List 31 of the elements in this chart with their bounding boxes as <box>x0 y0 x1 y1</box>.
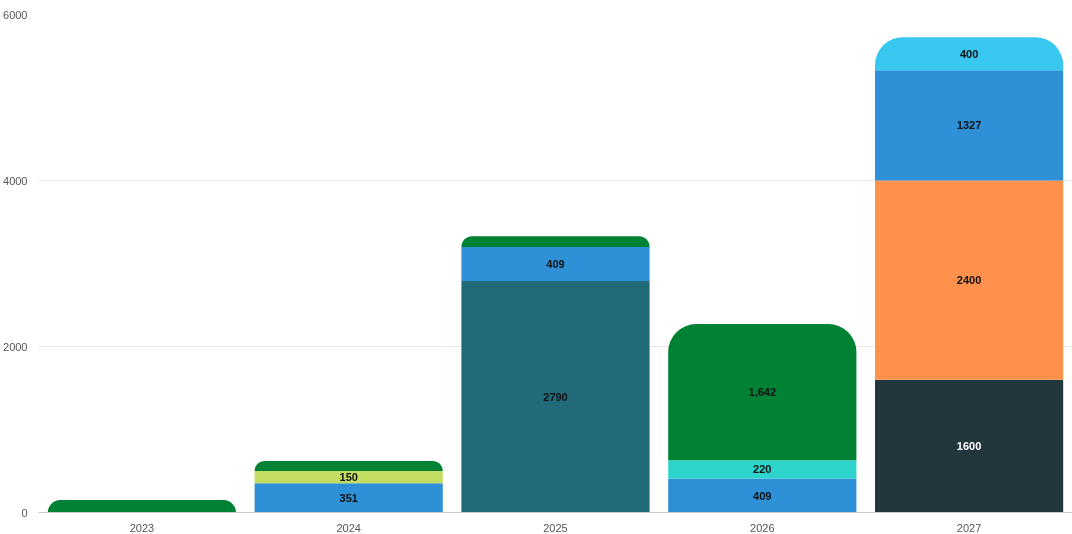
bar <box>668 324 857 461</box>
data-label: 150 <box>339 471 358 484</box>
data-label: 351 <box>339 491 358 504</box>
data-label: 2790 <box>543 390 568 403</box>
bar <box>254 483 443 513</box>
data-label: 220 <box>753 463 772 476</box>
bar <box>875 37 1064 71</box>
bar <box>875 379 1064 513</box>
bar <box>875 180 1064 380</box>
y-tick-label: 4000 <box>3 174 28 187</box>
data-label: 1600 <box>956 440 982 453</box>
data-label: 409 <box>753 489 772 502</box>
x-tick-label: 2027 <box>956 521 982 534</box>
x-tick-label: 2023 <box>129 521 155 534</box>
bar <box>668 460 857 479</box>
y-tick-label: 2000 <box>3 340 28 353</box>
x-tick-label: 2026 <box>750 521 775 534</box>
y-tick-label: 0 <box>21 506 28 519</box>
bar <box>254 460 443 471</box>
data-label: 400 <box>959 47 979 60</box>
data-label: 1,642 <box>748 386 777 399</box>
bar <box>461 280 650 513</box>
bar <box>254 470 443 484</box>
x-tick-label: 2025 <box>543 521 568 534</box>
data-label: 1327 <box>956 119 982 132</box>
data-label: 2400 <box>956 274 982 287</box>
data-label: 409 <box>546 257 565 270</box>
bar <box>668 478 857 513</box>
x-tick-label: 2024 <box>336 521 361 534</box>
y-tick-label: 6000 <box>3 8 28 21</box>
bar <box>461 236 650 247</box>
